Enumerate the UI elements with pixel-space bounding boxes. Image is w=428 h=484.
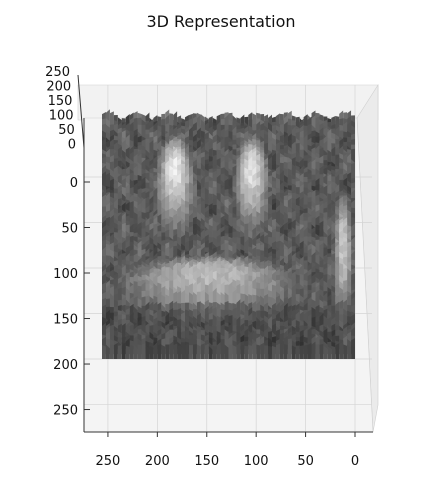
surface-facet [102,344,106,359]
surface-facet [331,345,336,359]
surface-facet [129,345,134,359]
surface-facet [279,341,284,359]
surface-facet [275,343,280,359]
surface-facet [343,344,348,359]
surface-facet [260,342,265,359]
surface-plot [102,109,355,359]
surface-facet [105,344,110,359]
surface-facet [169,341,174,359]
surface-facet [268,345,272,359]
x-tick-label: 0 [351,454,359,469]
x-tick-label: 150 [194,454,219,469]
surface-facet [212,345,217,359]
surface-facet [307,342,312,359]
surface-facet [109,344,114,359]
y-tick-label: 200 [53,358,78,373]
y-tick-label: 0 [70,176,78,191]
x-tick-label: 50 [297,454,314,469]
surface-facet [177,345,182,359]
surface-facet [200,343,205,359]
surface-facet [165,344,170,359]
surface-facet [133,344,138,359]
surface-facet [252,341,257,359]
z-tick-label: 100 [49,109,74,124]
axes [77,74,373,433]
surface-facet [137,344,142,359]
surface-facet [248,345,253,359]
surface-facet [161,344,166,359]
surface-facet [315,344,320,359]
surface-facet [185,342,189,359]
surface-facet [149,345,154,359]
surface-facet [216,341,221,359]
surface-facet [232,345,237,359]
surface-facet [181,346,186,359]
surface-facet [287,340,292,359]
surface-facet [291,345,296,359]
surface-facet [224,344,229,359]
surface-facet [283,344,288,359]
surface-facet [271,345,276,359]
surface-facet [327,345,332,359]
tick-labels: 250 200 150 100 50 00501001502002502502001501… [45,65,359,469]
chart-title: 3D Representation [146,12,295,31]
z-tick-label: 0 [68,138,76,153]
surface-facet [323,345,328,359]
surface-facet [299,345,304,359]
surface-facet [157,343,162,359]
surface-facet [311,341,316,359]
surface-facet [351,345,355,359]
surface-facet [240,344,245,359]
z-tick-label: 50 [58,123,75,138]
x-tick-label: 100 [244,454,269,469]
surface-facet [153,341,158,359]
z-tick-label: 250 [45,65,70,80]
surface-facet [335,343,340,359]
surface-facet [173,343,178,359]
surface-facet [196,344,201,359]
surface-facet [208,345,213,359]
surface-facet [113,342,118,359]
y-tick-label: 100 [53,267,78,282]
surface-facet [204,343,209,359]
surface-facet [347,344,352,359]
y-tick-label: 150 [53,313,78,328]
x-tick-label: 200 [145,454,170,469]
surface-facet [220,344,225,359]
surface-facet [244,345,249,359]
surface-facet [141,342,146,359]
surface-facet [264,345,269,359]
surface-facet [121,342,126,359]
surface-facet [188,345,193,359]
surface-facet [236,341,241,359]
surface-facet [192,344,197,359]
surface-facet [256,344,261,359]
surface-facet [117,345,122,359]
z-tick-label: 200 [46,80,71,95]
surface-facet [303,344,308,359]
surface-facet [125,345,130,359]
surface-facet [295,345,300,359]
y-tick-label: 50 [61,222,78,237]
z-axis-line [77,74,85,149]
surface-facet [145,345,150,359]
surface-facet [339,341,344,359]
surface-facet [228,344,233,359]
surface-facet [319,343,324,359]
z-tick-label: 150 [48,94,73,109]
y-tick-label: 250 [53,404,78,419]
x-tick-label: 250 [96,454,121,469]
